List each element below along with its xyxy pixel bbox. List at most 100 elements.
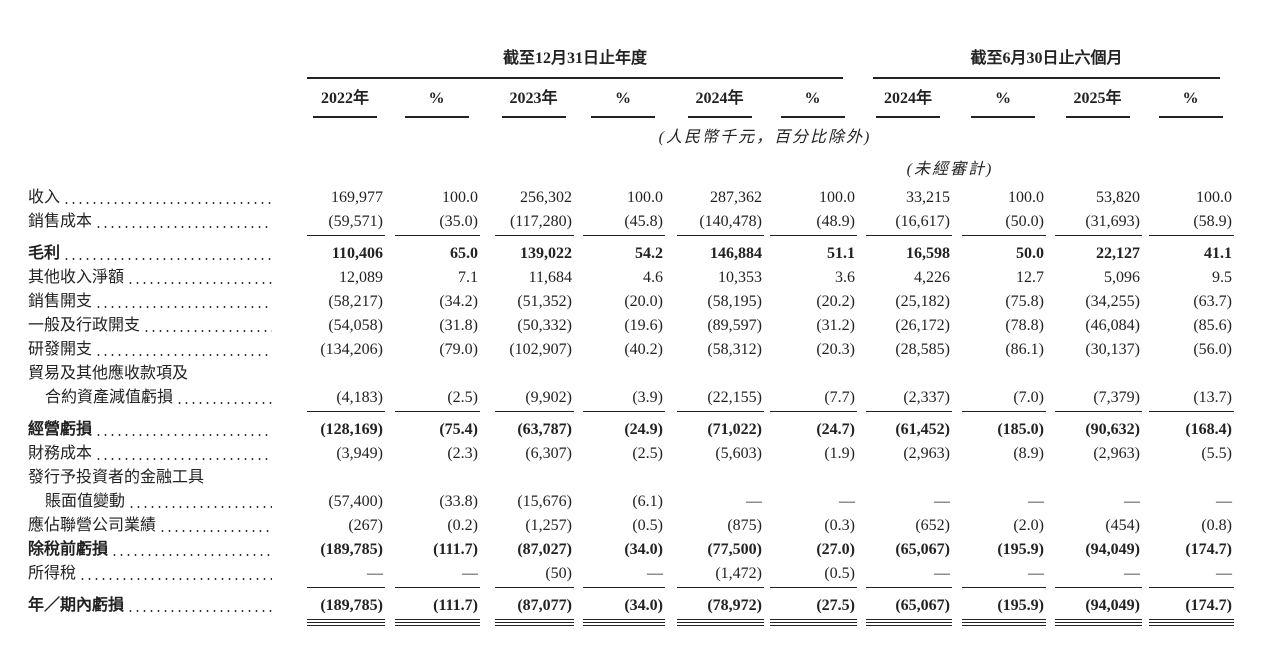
cell: (26,172) <box>895 317 950 334</box>
cell: (20.3) <box>816 341 855 358</box>
cell-rule <box>395 619 480 620</box>
cell-rule <box>307 625 385 626</box>
column-header: 2025年 <box>1073 90 1122 107</box>
cell: 100.0 <box>627 189 663 206</box>
cell: (63.7) <box>1193 293 1232 310</box>
cell: (0.2) <box>447 517 478 534</box>
cell: (78,972) <box>707 597 762 614</box>
cell: (40.2) <box>624 341 663 358</box>
cell: (6,307) <box>525 445 572 462</box>
cell: (5.5) <box>1201 445 1232 462</box>
cell: (0.8) <box>1201 517 1232 534</box>
cell: (19.6) <box>624 317 663 334</box>
column-header: % <box>995 90 1011 107</box>
cell-rule <box>770 619 857 620</box>
row-label: 發行予投資者的金融工具 <box>28 469 205 486</box>
column-rule <box>501 116 566 118</box>
group-rule <box>873 77 1220 79</box>
leader-dots <box>63 202 272 204</box>
cell: 50.0 <box>1016 245 1044 262</box>
cell: (134,206) <box>320 341 383 358</box>
cell-rule <box>866 622 952 623</box>
cell: 33,215 <box>906 189 950 206</box>
cell: (2.0) <box>1013 517 1044 534</box>
cell-rule <box>770 622 857 623</box>
cell: (28,585) <box>895 341 950 358</box>
cell: (24.9) <box>624 421 663 438</box>
cell: (45.8) <box>624 213 663 230</box>
cell: 287,362 <box>710 189 762 206</box>
cell-rule <box>307 622 385 623</box>
cell-rule <box>866 235 952 236</box>
cell-rule <box>583 619 665 620</box>
cell: (33.8) <box>439 493 478 510</box>
cell: (58.9) <box>1193 213 1232 230</box>
cell-rule <box>583 622 665 623</box>
cell: 12.7 <box>1016 269 1044 286</box>
cell: (7,379) <box>1093 389 1140 406</box>
row-label: 其他收入淨額 <box>28 269 125 286</box>
cell: 100.0 <box>819 189 855 206</box>
cell: (94,049) <box>1085 541 1140 558</box>
cell: (15,676) <box>517 493 572 510</box>
cell: 12,089 <box>339 269 383 286</box>
cell: (34.0) <box>624 541 663 558</box>
row-label: 年／期內虧損 <box>28 597 125 614</box>
cell-rule <box>495 619 574 620</box>
column-header: % <box>804 90 821 107</box>
cell: 65.0 <box>450 245 478 262</box>
column-header: 2024年 <box>883 90 932 107</box>
leader-dots <box>95 226 272 228</box>
column-rule <box>780 116 845 118</box>
cell-rule <box>770 235 857 236</box>
cell: (71,022) <box>707 421 762 438</box>
leader-dots <box>143 330 272 332</box>
cell-rule <box>677 411 764 412</box>
cell: (140,478) <box>699 213 762 230</box>
column-rule <box>313 116 377 118</box>
cell: 100.0 <box>1196 189 1232 206</box>
row-label: 銷售成本 <box>28 213 93 230</box>
cell: (5,603) <box>715 445 762 462</box>
cell: — <box>1028 493 1044 510</box>
cell: (34,255) <box>1085 293 1140 310</box>
row-label: 研發開支 <box>28 341 93 358</box>
cell-rule <box>866 619 952 620</box>
cell: (8.9) <box>1013 445 1044 462</box>
cell-rule <box>962 587 1046 588</box>
column-header: 2022年 <box>320 90 369 107</box>
cell: (2.3) <box>447 445 478 462</box>
cell: (652) <box>915 517 950 534</box>
cell: (195.9) <box>997 597 1044 614</box>
cell: (57,400) <box>328 493 383 510</box>
cell: — <box>647 565 663 582</box>
row-label: 貿易及其他應收款項及 <box>28 365 189 382</box>
cell: (3.9) <box>632 389 663 406</box>
cell-rule <box>495 235 574 236</box>
cell-rule <box>583 235 665 236</box>
column-rule <box>1065 116 1130 118</box>
cell: (2.5) <box>632 445 663 462</box>
cell: (58,195) <box>707 293 762 310</box>
cell-rule <box>1149 622 1234 623</box>
cell: (34.2) <box>439 293 478 310</box>
column-rule <box>1158 116 1223 118</box>
column-rule <box>876 116 940 118</box>
cell-rule <box>770 411 857 412</box>
cell: 139,022 <box>520 245 572 262</box>
cell: (1,472) <box>715 565 762 582</box>
cell-rule <box>677 622 764 623</box>
cell: (86.1) <box>1005 341 1044 358</box>
cell: (58,217) <box>328 293 383 310</box>
cell-rule <box>677 587 764 588</box>
cell-rule <box>395 625 480 626</box>
cell: (1,257) <box>525 517 572 534</box>
cell-rule <box>583 587 665 588</box>
cell: (128,169) <box>320 421 383 438</box>
column-rule <box>971 116 1035 118</box>
cell: (875) <box>727 517 762 534</box>
cell-rule <box>866 625 952 626</box>
cell: — <box>1028 565 1044 582</box>
leader-dots <box>95 434 272 436</box>
leader-dots <box>63 258 272 260</box>
